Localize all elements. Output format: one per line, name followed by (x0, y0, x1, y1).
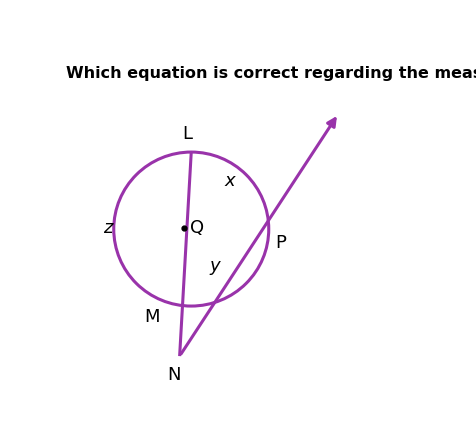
Text: M: M (145, 308, 160, 326)
Text: Q: Q (190, 219, 204, 236)
Text: x: x (225, 172, 235, 191)
Text: P: P (275, 234, 286, 252)
Text: L: L (182, 125, 192, 143)
Text: Which equation is correct regarding the measure of angle MNP?: Which equation is correct regarding the … (66, 66, 476, 81)
Text: N: N (168, 366, 181, 384)
Text: z: z (103, 219, 112, 236)
Text: y: y (209, 257, 220, 275)
